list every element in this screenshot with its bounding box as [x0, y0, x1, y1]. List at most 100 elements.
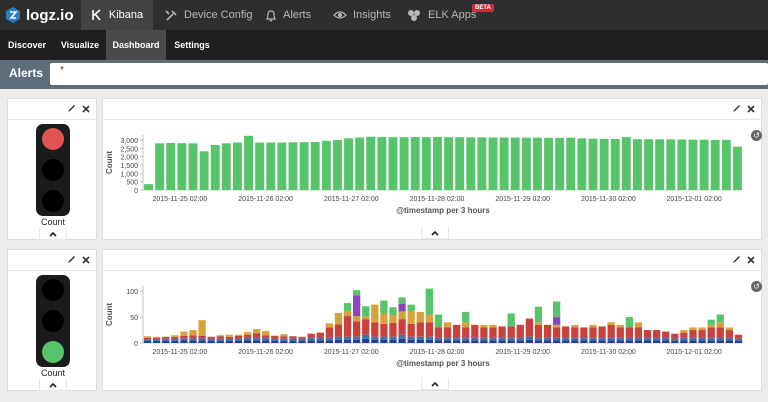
edit-icon[interactable] [732, 104, 741, 113]
bar-segment[interactable] [616, 324, 624, 328]
bar-segment[interactable] [353, 295, 361, 317]
bar-segment[interactable] [707, 327, 715, 338]
tab-dashboard[interactable]: Dashboard [106, 30, 166, 60]
bar-segment[interactable] [253, 329, 261, 334]
bar-segment[interactable] [207, 338, 215, 341]
bar-segment[interactable] [707, 340, 715, 343]
bar[interactable] [566, 137, 576, 190]
edit-icon[interactable] [732, 255, 741, 264]
bar-segment[interactable] [180, 338, 188, 341]
bar-segment[interactable] [734, 338, 743, 341]
bar-segment[interactable] [698, 327, 706, 331]
bar-segment[interactable] [398, 303, 406, 312]
bar-segment[interactable] [334, 336, 343, 340]
bar-segment[interactable] [362, 306, 370, 317]
bar-segment[interactable] [225, 340, 233, 343]
bar-segment[interactable] [362, 338, 370, 343]
bar-segment[interactable] [171, 338, 179, 341]
bar-segment[interactable] [598, 340, 606, 343]
bar-segment[interactable] [198, 340, 206, 343]
bar-segment[interactable] [416, 336, 424, 340]
bar[interactable] [299, 142, 309, 190]
bar-segment[interactable] [489, 327, 497, 338]
bar-segment[interactable] [671, 340, 679, 343]
bar-segment[interactable] [407, 310, 415, 324]
bar-segment[interactable] [353, 316, 361, 322]
bar-segment[interactable] [516, 340, 524, 343]
bar-segment[interactable] [462, 327, 470, 338]
bar-segment[interactable] [189, 330, 197, 336]
bar-segment[interactable] [562, 326, 570, 338]
edit-icon[interactable] [67, 255, 76, 264]
bar-segment[interactable] [243, 337, 252, 341]
bar-segment[interactable] [643, 337, 652, 341]
bar[interactable] [677, 139, 687, 191]
bar-segment[interactable] [389, 315, 397, 323]
bar-segment[interactable] [507, 313, 515, 327]
bar-segment[interactable] [507, 337, 515, 341]
bar[interactable] [288, 142, 298, 190]
bar-segment[interactable] [598, 337, 606, 341]
bar-segment[interactable] [498, 326, 506, 338]
bar-segment[interactable] [434, 340, 443, 343]
bar-segment[interactable] [480, 324, 488, 328]
bar-segment[interactable] [280, 336, 288, 339]
bar-segment[interactable] [262, 340, 270, 343]
bar-segment[interactable] [325, 327, 333, 338]
bar[interactable] [599, 138, 609, 190]
bar-segment[interactable] [298, 340, 306, 343]
bar-segment[interactable] [680, 340, 688, 343]
bar[interactable] [333, 140, 342, 190]
bar-segment[interactable] [716, 337, 724, 341]
bar-segment[interactable] [534, 337, 543, 341]
bar-segment[interactable] [162, 338, 170, 341]
bar-segment[interactable] [434, 337, 443, 341]
bar-segment[interactable] [680, 332, 688, 338]
tab-visualize[interactable]: Visualize [60, 40, 100, 50]
bar[interactable] [688, 139, 698, 190]
bar-segment[interactable] [453, 340, 461, 343]
bar-segment[interactable] [625, 327, 633, 338]
bar-segment[interactable] [689, 330, 697, 338]
bar-segment[interactable] [362, 316, 370, 320]
bar-segment[interactable] [534, 322, 543, 325]
bar-segment[interactable] [325, 340, 333, 343]
bar-segment[interactable] [307, 340, 315, 343]
bar-segment[interactable] [234, 334, 243, 336]
brand-logo[interactable]: logz.io [4, 5, 74, 25]
bar-segment[interactable] [262, 335, 270, 338]
bar-segment[interactable] [707, 337, 715, 341]
bar-segment[interactable] [234, 338, 243, 341]
bar-segment[interactable] [162, 340, 170, 343]
bar-segment[interactable] [271, 340, 279, 343]
bar-segment[interactable] [698, 340, 706, 343]
bar-segment[interactable] [553, 324, 561, 328]
bar-segment[interactable] [416, 322, 424, 337]
bar-segment[interactable] [653, 330, 661, 338]
expand-button[interactable] [39, 379, 67, 391]
bar-segment[interactable] [571, 324, 579, 328]
nav-kibana[interactable]: Kibana [81, 0, 153, 30]
bar-segment[interactable] [671, 333, 679, 339]
bar[interactable] [721, 139, 731, 190]
bar-segment[interactable] [498, 337, 506, 341]
bar-segment[interactable] [553, 317, 561, 325]
bar-segment[interactable] [162, 336, 170, 339]
bar[interactable] [466, 137, 476, 190]
bar-segment[interactable] [498, 340, 506, 343]
bar-segment[interactable] [380, 300, 388, 314]
bar[interactable] [577, 138, 587, 190]
bar[interactable] [177, 143, 187, 190]
bar-segment[interactable] [607, 322, 615, 325]
bar-segment[interactable] [171, 336, 179, 339]
bar[interactable] [166, 143, 176, 190]
bar-segment[interactable] [653, 340, 661, 343]
bar-segment[interactable] [643, 330, 652, 338]
bar-segment[interactable] [589, 327, 597, 338]
close-icon[interactable] [747, 104, 755, 113]
bar-segment[interactable] [398, 334, 406, 339]
bar-segment[interactable] [243, 334, 252, 338]
bar-segment[interactable] [289, 336, 297, 339]
bar-segment[interactable] [434, 314, 443, 328]
bar[interactable] [455, 137, 465, 190]
